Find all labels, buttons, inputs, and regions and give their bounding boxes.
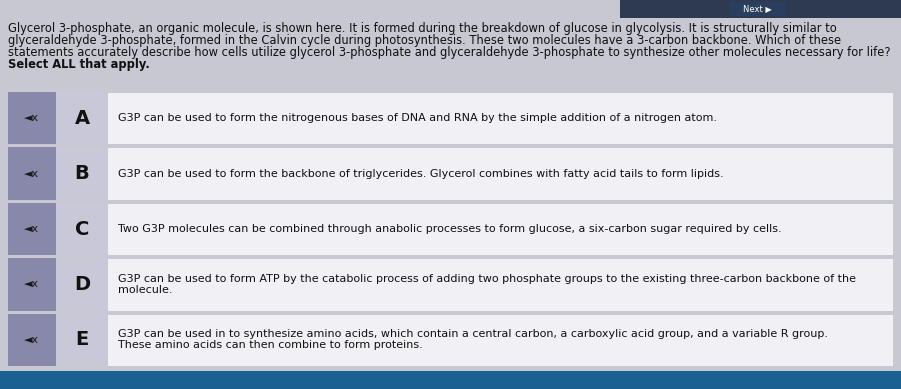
Text: glyceraldehyde 3-phosphate, formed in the Calvin cycle during photosynthesis. Th: glyceraldehyde 3-phosphate, formed in th… <box>8 34 842 47</box>
Bar <box>56 147 108 200</box>
Text: molecule.: molecule. <box>118 285 172 295</box>
Text: B: B <box>75 164 89 183</box>
Bar <box>56 314 108 366</box>
Bar <box>8 92 56 144</box>
Bar <box>56 258 108 310</box>
Bar <box>8 258 56 310</box>
Text: ◄x: ◄x <box>24 335 40 345</box>
Bar <box>8 314 56 366</box>
Bar <box>8 147 893 200</box>
Text: These amino acids can then combine to form proteins.: These amino acids can then combine to fo… <box>118 340 423 350</box>
Bar <box>0 371 901 389</box>
Text: Glycerol 3-phosphate, an organic molecule, is shown here. It is formed during th: Glycerol 3-phosphate, an organic molecul… <box>8 22 837 35</box>
Bar <box>620 0 901 18</box>
Text: G3P can be used to form ATP by the catabolic process of adding two phosphate gro: G3P can be used to form ATP by the catab… <box>118 274 856 284</box>
Text: statements accurately describe how cells utilize glycerol 3-phosphate and glycer: statements accurately describe how cells… <box>8 46 890 59</box>
Bar <box>8 203 893 255</box>
Text: Select ALL that apply.: Select ALL that apply. <box>8 58 150 71</box>
Text: ◄x: ◄x <box>24 224 40 234</box>
Bar <box>8 147 56 200</box>
Bar <box>8 258 893 310</box>
Text: A: A <box>75 109 89 128</box>
Text: D: D <box>74 275 90 294</box>
Bar <box>8 314 893 366</box>
Bar <box>8 92 893 144</box>
Text: Next ▶: Next ▶ <box>742 5 771 14</box>
Bar <box>8 203 56 255</box>
Text: G3P can be used to form the backbone of triglycerides. Glycerol combines with fa: G3P can be used to form the backbone of … <box>118 168 724 179</box>
Text: ◄x: ◄x <box>24 279 40 289</box>
Text: Two G3P molecules can be combined through anabolic processes to form glucose, a : Two G3P molecules can be combined throug… <box>118 224 782 234</box>
Bar <box>730 2 785 16</box>
Bar <box>56 203 108 255</box>
Text: E: E <box>76 330 88 349</box>
Text: C: C <box>75 219 89 238</box>
Text: ◄x: ◄x <box>24 113 40 123</box>
Bar <box>56 92 108 144</box>
Text: ◄x: ◄x <box>24 168 40 179</box>
Text: G3P can be used to form the nitrogenous bases of DNA and RNA by the simple addit: G3P can be used to form the nitrogenous … <box>118 113 717 123</box>
Text: G3P can be used in to synthesize amino acids, which contain a central carbon, a : G3P can be used in to synthesize amino a… <box>118 329 828 339</box>
